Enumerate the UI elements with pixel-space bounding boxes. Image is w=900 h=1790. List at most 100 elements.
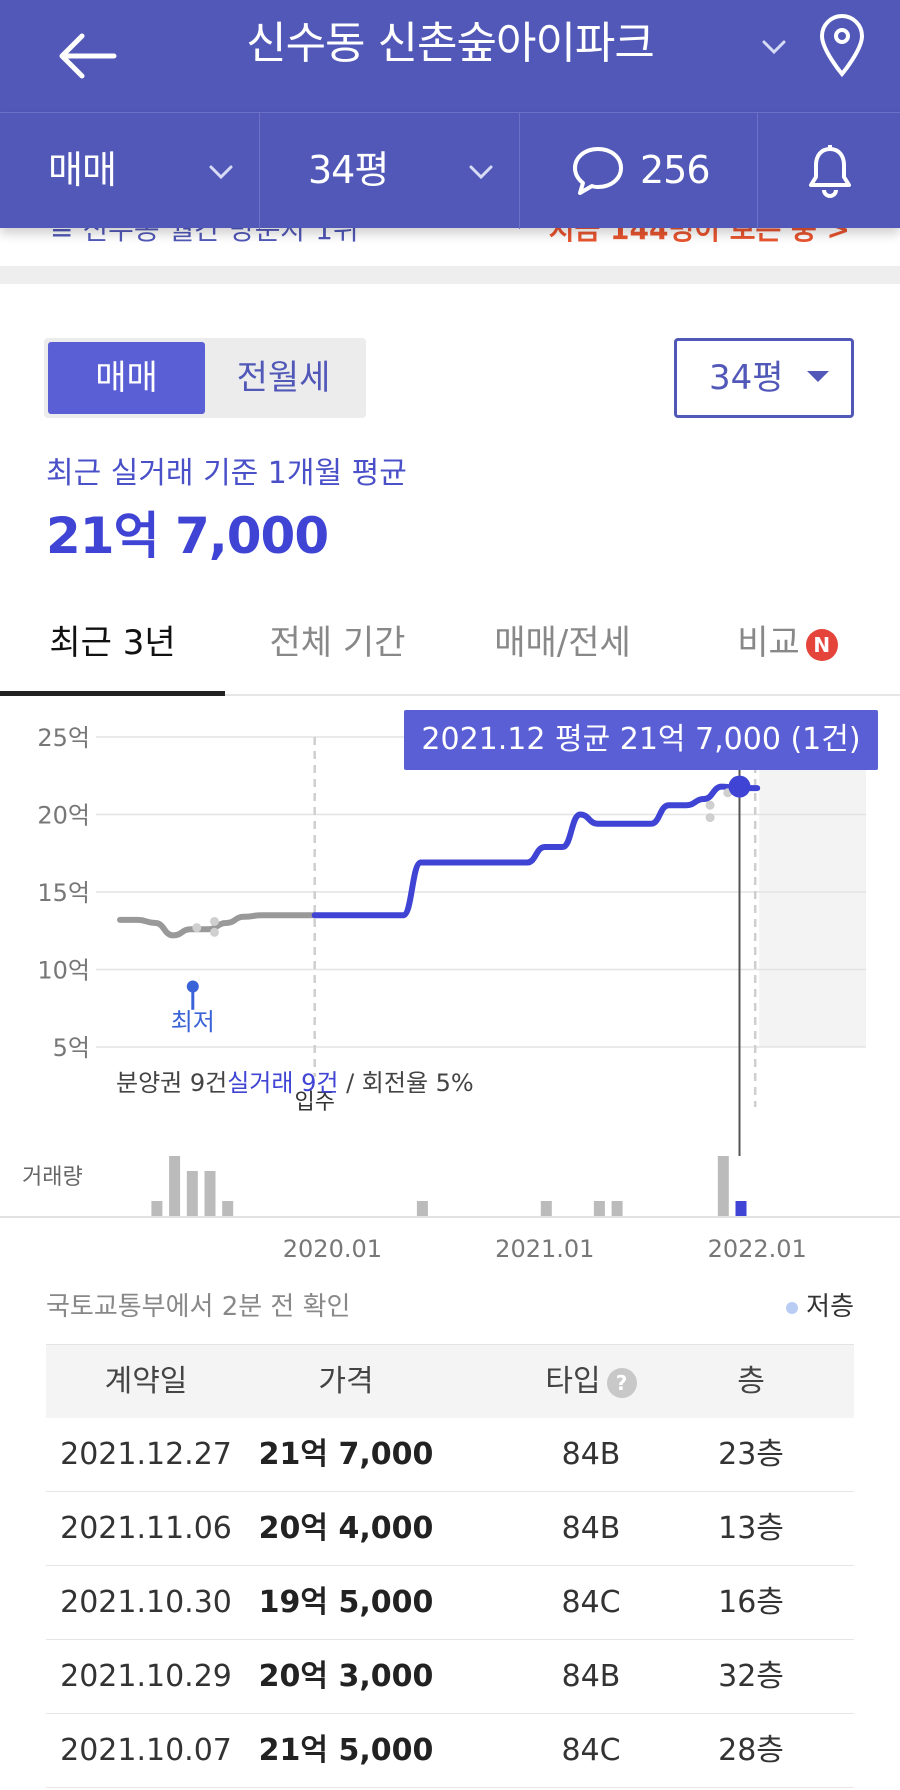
y-tick-label: 10억 <box>37 957 90 985</box>
deal-type-toggle: 매매 전월세 <box>44 338 366 418</box>
tab-label: 비교 <box>737 623 800 663</box>
transaction-stats: 분양권 9건실거래 9건 / 회전율 5% <box>116 1069 474 1097</box>
toggle-rent[interactable]: 전월세 <box>236 358 331 398</box>
tab-label: 매매/전세 <box>494 623 631 663</box>
deal-type-filter[interactable]: 매매 <box>0 113 260 229</box>
volume-bar <box>735 1201 747 1216</box>
table-row[interactable]: 2021.11.06 20억 4,000 84B 13층 <box>46 1492 854 1566</box>
x-tick-label: 2020.01 <box>283 1235 382 1260</box>
row-type: 84C <box>561 1585 621 1620</box>
row-type: 84B <box>561 1659 621 1694</box>
filter-bar: 매매 34평 256 <box>0 112 900 229</box>
min-label: 최저 <box>171 1008 215 1036</box>
row-floor: 28층 <box>718 1733 784 1768</box>
sale-dot <box>210 916 219 926</box>
tab-sale-vs-jeonse[interactable]: 매매/전세 <box>450 600 675 696</box>
volume-bar <box>204 1171 216 1216</box>
sale-dot <box>705 813 715 823</box>
real-count: 실거래 9건 <box>227 1069 338 1097</box>
volume-bar <box>593 1201 605 1216</box>
deal-type-label: 매매 <box>48 148 117 192</box>
sale-dot <box>210 927 219 937</box>
legend-low-label: 저층 <box>806 1292 854 1322</box>
table-row[interactable]: 2021.12.27 21억 7,000 84B 23층 <box>46 1418 854 1492</box>
chart-tooltip: 2021.12 평균 21억 7,000 (1건) <box>404 710 878 770</box>
tab-label: 전체 기간 <box>269 623 406 663</box>
header-floor: 층 <box>737 1364 765 1399</box>
comments-button[interactable]: 256 <box>520 113 758 229</box>
min-marker-dot <box>186 980 199 993</box>
row-type: 84B <box>561 1511 621 1546</box>
row-price: 19억 5,000 <box>258 1585 434 1620</box>
volume-bar <box>416 1201 428 1216</box>
row-floor: 32층 <box>718 1659 784 1694</box>
notification-button[interactable] <box>758 113 900 229</box>
legend-dot <box>786 1301 799 1314</box>
row-date: 2021.11.06 <box>60 1511 232 1546</box>
speech-bubble-icon <box>573 147 623 195</box>
period-tabs: 최근 3년 전체 기간 매매/전세 비교 N <box>0 600 900 696</box>
price-chart[interactable]: 25억20억15억10억5억입주최저최고분양권 9건실거래 9건 / 회전율 5… <box>0 700 900 1260</box>
header-type: 타입? <box>516 1345 666 1419</box>
presale-count: 분양권 9건 <box>116 1069 227 1097</box>
location-pin-icon[interactable] <box>816 14 868 78</box>
x-tick-label: 2021.01 <box>495 1235 594 1260</box>
page-title[interactable]: 신수동 신촌숲아이파크 <box>246 18 655 69</box>
row-price: 21억 5,000 <box>258 1733 434 1768</box>
new-badge: N <box>805 628 838 661</box>
row-floor: 16층 <box>718 1585 784 1620</box>
table-row[interactable]: 2021.10.30 19억 5,000 84C 16층 <box>46 1566 854 1640</box>
selected-point <box>728 775 751 798</box>
volume-bar <box>540 1201 552 1216</box>
size-select[interactable]: 34평 <box>674 338 854 418</box>
table-row[interactable]: 2021.10.29 20억 3,000 84B 32층 <box>46 1640 854 1714</box>
row-price: 20억 3,000 <box>258 1659 434 1694</box>
volume-bar <box>717 1156 729 1216</box>
toggle-sale[interactable]: 매매 <box>48 342 205 414</box>
series-line <box>117 912 318 939</box>
chevron-down-icon[interactable] <box>756 28 792 64</box>
size-filter[interactable]: 34평 <box>260 113 520 229</box>
row-floor: 23층 <box>718 1437 784 1472</box>
back-arrow-icon[interactable] <box>52 20 124 92</box>
row-price: 20억 4,000 <box>258 1511 434 1546</box>
row-date: 2021.10.07 <box>60 1733 232 1768</box>
header-price: 가격 <box>318 1364 374 1399</box>
table-row[interactable]: 2021.10.07 21억 5,000 84C 28층 <box>46 1714 854 1788</box>
y-tick-label: 25억 <box>37 724 90 752</box>
tab-all-period[interactable]: 전체 기간 <box>225 600 450 696</box>
table-header: 계약일 가격 타입? 층 <box>46 1344 854 1418</box>
size-filter-label: 34평 <box>308 148 389 192</box>
average-price: 21억 7,000 <box>46 507 329 565</box>
y-tick-label: 5억 <box>53 1034 90 1062</box>
transactions-table: 계약일 가격 타입? 층 2021.12.27 21억 7,000 84B 23층 20… <box>46 1344 854 1788</box>
comment-count: 256 <box>640 148 711 192</box>
row-date: 2021.10.30 <box>60 1585 232 1620</box>
x-tick-label: 2022.01 <box>708 1235 807 1260</box>
bell-icon <box>809 145 851 198</box>
help-icon[interactable]: ? <box>606 1367 637 1398</box>
volume-label: 거래량 <box>22 1165 83 1190</box>
move-in-label: 입주 <box>294 1090 334 1115</box>
volume-bar <box>611 1201 623 1216</box>
tab-label: 최근 3년 <box>49 623 176 663</box>
y-tick-label: 15억 <box>37 879 90 907</box>
tab-recent-3y[interactable]: 최근 3년 <box>0 600 225 696</box>
chevron-down-icon <box>209 165 233 180</box>
chevron-down-icon <box>469 165 493 180</box>
sale-dot <box>192 923 202 933</box>
tab-compare[interactable]: 비교 N <box>675 600 900 696</box>
source-note: 국토교통부에서 2분 전 확인 <box>46 1292 351 1322</box>
row-date: 2021.10.29 <box>60 1659 232 1694</box>
row-type: 84B <box>561 1437 621 1472</box>
volume-bar <box>186 1171 198 1216</box>
turnover-rate: / 회전율 5% <box>338 1069 473 1097</box>
floor-legend: 저층 <box>786 1286 854 1323</box>
row-type: 84C <box>561 1733 621 1768</box>
row-floor: 13층 <box>718 1511 784 1546</box>
caret-down-icon <box>807 371 829 382</box>
size-select-value: 34평 <box>709 358 784 398</box>
header-type-label: 타입 <box>545 1364 601 1399</box>
volume-bar <box>151 1201 163 1216</box>
app-bar: 신수동 신촌숲아이파크 <box>0 0 900 112</box>
